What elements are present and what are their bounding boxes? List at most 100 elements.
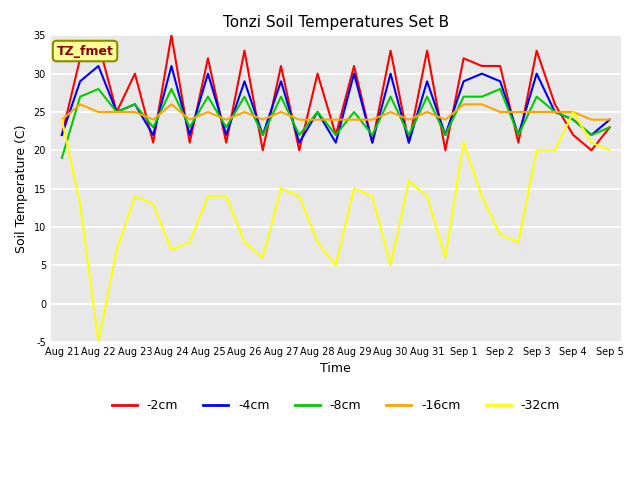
-16cm bbox=[515, 109, 522, 115]
-16cm bbox=[387, 109, 394, 115]
-2cm bbox=[332, 132, 340, 138]
-4cm bbox=[113, 109, 120, 115]
-16cm bbox=[131, 109, 139, 115]
-32cm bbox=[533, 147, 541, 153]
-8cm bbox=[95, 86, 102, 92]
-4cm bbox=[387, 71, 394, 76]
-4cm bbox=[606, 117, 614, 122]
-2cm bbox=[149, 140, 157, 145]
-4cm bbox=[76, 78, 84, 84]
-4cm bbox=[259, 132, 267, 138]
-32cm bbox=[149, 201, 157, 207]
-16cm bbox=[204, 109, 212, 115]
-2cm bbox=[387, 48, 394, 54]
-32cm bbox=[551, 147, 559, 153]
-2cm bbox=[496, 63, 504, 69]
-2cm bbox=[168, 33, 175, 38]
-16cm bbox=[76, 101, 84, 107]
Title: Tonzi Soil Temperatures Set B: Tonzi Soil Temperatures Set B bbox=[223, 15, 449, 30]
-32cm bbox=[405, 178, 413, 184]
-32cm bbox=[76, 201, 84, 207]
-32cm bbox=[369, 193, 376, 199]
-32cm bbox=[296, 193, 303, 199]
-4cm bbox=[423, 78, 431, 84]
-4cm bbox=[131, 101, 139, 107]
-16cm bbox=[186, 117, 193, 122]
-16cm bbox=[423, 109, 431, 115]
-8cm bbox=[515, 132, 522, 138]
-16cm bbox=[241, 109, 248, 115]
-32cm bbox=[277, 186, 285, 192]
-16cm bbox=[168, 101, 175, 107]
-8cm bbox=[222, 124, 230, 130]
-4cm bbox=[222, 132, 230, 138]
-2cm bbox=[588, 147, 595, 153]
-4cm bbox=[533, 71, 541, 76]
-16cm bbox=[314, 117, 321, 122]
-16cm bbox=[442, 117, 449, 122]
-2cm bbox=[533, 48, 541, 54]
-32cm bbox=[131, 193, 139, 199]
-16cm bbox=[478, 101, 486, 107]
-8cm bbox=[442, 132, 449, 138]
-8cm bbox=[423, 94, 431, 99]
-2cm bbox=[442, 147, 449, 153]
-16cm bbox=[296, 117, 303, 122]
-2cm bbox=[405, 140, 413, 145]
-32cm bbox=[95, 339, 102, 345]
X-axis label: Time: Time bbox=[321, 362, 351, 375]
-16cm bbox=[533, 109, 541, 115]
-8cm bbox=[551, 109, 559, 115]
-8cm bbox=[314, 109, 321, 115]
-2cm bbox=[515, 140, 522, 145]
Text: TZ_fmet: TZ_fmet bbox=[56, 45, 113, 58]
Line: -32cm: -32cm bbox=[62, 112, 610, 342]
-16cm bbox=[332, 117, 340, 122]
-2cm bbox=[460, 56, 467, 61]
-2cm bbox=[478, 63, 486, 69]
-4cm bbox=[570, 117, 577, 122]
-32cm bbox=[588, 140, 595, 145]
-32cm bbox=[387, 263, 394, 268]
-4cm bbox=[460, 78, 467, 84]
-2cm bbox=[259, 147, 267, 153]
-8cm bbox=[332, 132, 340, 138]
-8cm bbox=[387, 94, 394, 99]
-16cm bbox=[369, 117, 376, 122]
-2cm bbox=[606, 124, 614, 130]
-16cm bbox=[95, 109, 102, 115]
-4cm bbox=[186, 132, 193, 138]
-16cm bbox=[405, 117, 413, 122]
-16cm bbox=[551, 109, 559, 115]
-32cm bbox=[423, 193, 431, 199]
-32cm bbox=[222, 193, 230, 199]
-16cm bbox=[496, 109, 504, 115]
-4cm bbox=[350, 71, 358, 76]
-4cm bbox=[168, 63, 175, 69]
-4cm bbox=[496, 78, 504, 84]
-16cm bbox=[259, 117, 267, 122]
-2cm bbox=[131, 71, 139, 76]
-2cm bbox=[204, 56, 212, 61]
-4cm bbox=[332, 140, 340, 145]
-2cm bbox=[113, 109, 120, 115]
-32cm bbox=[350, 186, 358, 192]
-2cm bbox=[95, 40, 102, 46]
-8cm bbox=[369, 132, 376, 138]
-2cm bbox=[277, 63, 285, 69]
-4cm bbox=[369, 140, 376, 145]
-8cm bbox=[58, 155, 66, 161]
Line: -8cm: -8cm bbox=[62, 89, 610, 158]
-4cm bbox=[515, 132, 522, 138]
-32cm bbox=[606, 147, 614, 153]
-32cm bbox=[515, 240, 522, 245]
Legend: -2cm, -4cm, -8cm, -16cm, -32cm: -2cm, -4cm, -8cm, -16cm, -32cm bbox=[107, 394, 565, 417]
-2cm bbox=[314, 71, 321, 76]
-32cm bbox=[314, 240, 321, 245]
-4cm bbox=[314, 109, 321, 115]
-16cm bbox=[113, 109, 120, 115]
-8cm bbox=[405, 132, 413, 138]
-4cm bbox=[277, 78, 285, 84]
-2cm bbox=[58, 132, 66, 138]
-16cm bbox=[606, 117, 614, 122]
